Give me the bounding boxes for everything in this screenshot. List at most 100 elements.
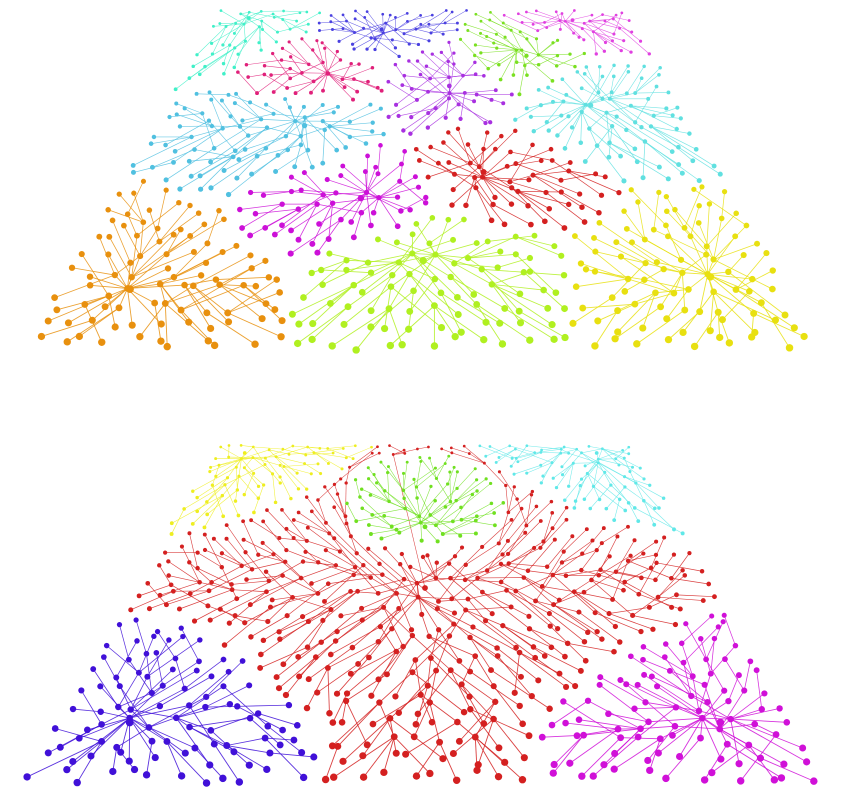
node (323, 485, 326, 488)
node (452, 611, 457, 616)
node (770, 267, 776, 273)
node (557, 598, 562, 603)
node (537, 63, 540, 66)
node (211, 52, 214, 55)
node (210, 124, 214, 128)
node (359, 210, 365, 216)
edge (346, 523, 356, 553)
edge (573, 463, 598, 464)
node (559, 452, 562, 455)
edge (212, 26, 226, 54)
node (614, 328, 621, 335)
node (200, 111, 204, 115)
node (500, 552, 504, 556)
edge (246, 60, 281, 65)
node (451, 621, 456, 626)
edge (456, 479, 486, 501)
node (680, 568, 684, 572)
edge (422, 614, 429, 636)
node (394, 528, 398, 532)
node (395, 223, 401, 229)
node (239, 225, 245, 231)
node (426, 111, 430, 115)
edge (404, 34, 429, 41)
node (603, 174, 608, 179)
node (228, 114, 232, 118)
node (488, 120, 492, 124)
node (188, 591, 193, 596)
node (540, 287, 547, 294)
edge (176, 104, 202, 114)
node (236, 157, 241, 162)
node (116, 304, 123, 311)
node (407, 59, 410, 62)
node (360, 506, 364, 510)
node (375, 236, 381, 242)
edge (282, 48, 308, 64)
node (470, 624, 475, 629)
edge (234, 41, 245, 67)
node (676, 162, 681, 167)
node (444, 116, 448, 120)
node (338, 217, 344, 223)
node (427, 23, 430, 26)
node (447, 75, 451, 79)
node (544, 305, 551, 312)
edge (432, 54, 463, 75)
node (626, 525, 630, 529)
edge (593, 463, 598, 487)
node (405, 326, 412, 333)
node (567, 485, 570, 488)
node (355, 589, 360, 594)
node (589, 578, 594, 583)
node (265, 125, 269, 129)
node (636, 519, 640, 523)
node (698, 636, 703, 641)
node (624, 226, 630, 232)
node (98, 721, 105, 728)
node (685, 286, 692, 293)
edge (384, 516, 421, 523)
node (628, 470, 631, 473)
node (607, 611, 612, 616)
node (623, 681, 629, 687)
node (563, 498, 566, 501)
node (638, 629, 643, 634)
node (622, 580, 627, 585)
edge (416, 11, 446, 30)
node (247, 715, 254, 722)
node (561, 334, 568, 341)
edge (676, 595, 714, 597)
node (364, 190, 369, 195)
edge (338, 494, 347, 523)
node (555, 64, 558, 67)
node (456, 127, 460, 131)
node (415, 581, 420, 586)
node (318, 29, 321, 32)
node (633, 340, 640, 347)
node (552, 477, 555, 480)
node (220, 551, 224, 555)
node (682, 225, 688, 231)
edge (284, 464, 318, 467)
node (384, 22, 387, 25)
node (376, 639, 381, 644)
node (681, 531, 685, 535)
node (233, 148, 238, 153)
node (480, 545, 484, 549)
node (310, 753, 317, 760)
node (570, 125, 574, 129)
node (261, 638, 266, 643)
node (454, 294, 461, 301)
edge (245, 597, 293, 622)
node (276, 685, 282, 691)
edge (251, 520, 279, 538)
node (671, 113, 675, 117)
node (316, 221, 322, 227)
node (618, 253, 624, 259)
node (190, 283, 197, 290)
node (592, 249, 598, 255)
node (709, 613, 714, 618)
hub-node (595, 451, 599, 455)
node (611, 766, 618, 773)
